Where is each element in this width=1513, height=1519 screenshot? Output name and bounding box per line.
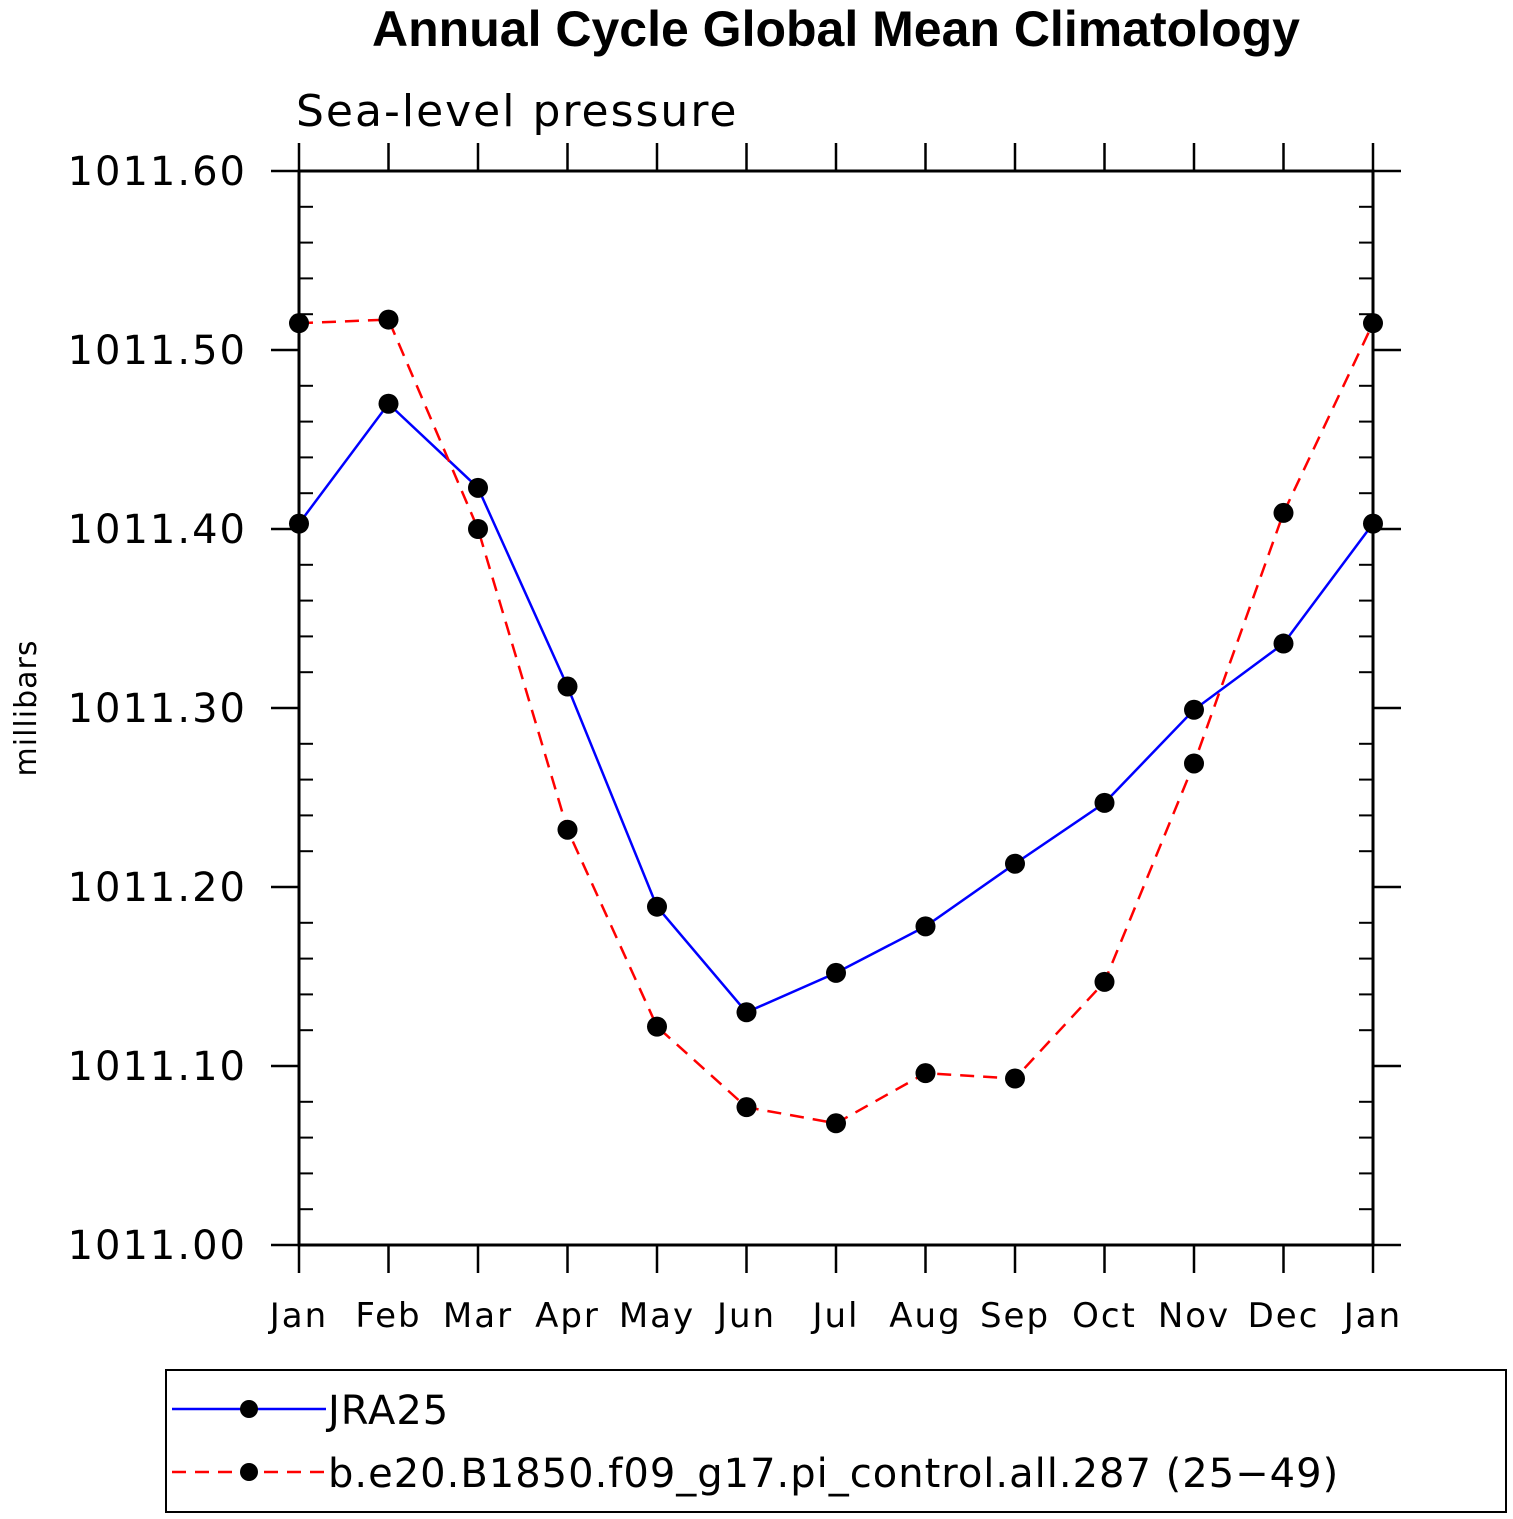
y-tick-label: 1011.40 — [68, 507, 247, 553]
data-point-model — [915, 1063, 936, 1084]
y-tick-label: 1011.30 — [68, 686, 247, 732]
data-point-model — [1005, 1068, 1025, 1089]
data-point-model — [1363, 313, 1383, 334]
y-tick-label: 1011.50 — [68, 328, 247, 374]
data-point-model — [826, 1113, 846, 1134]
x-tick-label: Dec — [1248, 1296, 1320, 1336]
legend-label-jra25: JRA25 — [325, 1388, 449, 1434]
data-point-model — [557, 819, 578, 840]
data-point-model — [1184, 753, 1204, 774]
chart-title: Annual Cycle Global Mean Climatology — [372, 1, 1300, 57]
legend-marker-model — [240, 1463, 258, 1481]
series-line-model — [298, 318, 1375, 1125]
data-point-jra25 — [557, 676, 578, 697]
x-tick-label: Oct — [1072, 1296, 1137, 1336]
data-point-model — [378, 309, 399, 330]
data-point-jra25 — [1094, 792, 1115, 813]
legend-label-model: b.e20.B1850.f09_g17.pi_control.all.287 (… — [328, 1451, 1339, 1497]
x-tick-label: Jun — [715, 1296, 776, 1336]
legend-marker-jra25 — [240, 1400, 258, 1418]
y-tick-label: 1011.20 — [68, 865, 247, 911]
chart-subtitle: Sea-level pressure — [296, 86, 739, 137]
x-tick-label: Jan — [1342, 1296, 1402, 1336]
legend: JRA25 b.e20.B1850.f09_g17.pi_control.all… — [165, 1369, 1507, 1513]
data-point-model — [736, 1097, 757, 1118]
x-tick-label: Nov — [1158, 1296, 1230, 1336]
data-point-jra25 — [826, 962, 846, 983]
y-tick-label: 1011.10 — [68, 1044, 247, 1090]
series-line-jra25 — [297, 401, 1375, 1014]
data-point-jra25 — [1273, 633, 1294, 654]
x-tick-label: May — [619, 1296, 695, 1336]
data-point-jra25 — [1363, 513, 1383, 534]
x-tick-label: Feb — [355, 1296, 421, 1336]
x-tick-label: Jan — [268, 1296, 328, 1336]
y-tick-label: 1011.60 — [68, 149, 247, 195]
axis-ticks — [271, 143, 1401, 1273]
x-tick-label: Sep — [980, 1296, 1050, 1336]
x-tick-label: Mar — [443, 1296, 513, 1336]
data-point-model — [1273, 502, 1294, 523]
x-tick-label: Jul — [810, 1296, 859, 1336]
x-tick-label: Aug — [889, 1296, 961, 1336]
data-point-jra25 — [736, 1002, 757, 1023]
series-layer — [289, 309, 1383, 1134]
legend-box — [165, 1369, 1507, 1513]
data-point-jra25 — [289, 513, 309, 534]
data-point-jra25 — [647, 896, 667, 917]
data-point-jra25 — [1184, 699, 1204, 720]
plot-frame — [297, 169, 1375, 1247]
data-point-jra25 — [915, 916, 936, 937]
x-tick-label: Apr — [535, 1296, 600, 1336]
data-point-jra25 — [1005, 853, 1025, 874]
data-point-model — [468, 519, 488, 539]
y-tick-label: 1011.00 — [68, 1223, 247, 1269]
data-point-model — [289, 313, 309, 334]
data-point-model — [647, 1016, 667, 1037]
data-point-jra25 — [378, 393, 399, 414]
data-point-jra25 — [468, 477, 488, 498]
x-tick-labels: Jan Feb Mar Apr May Jun Jul Aug Sep Oct Nov Dec Jan — [268, 1296, 1402, 1336]
y-tick-labels: 1011.00 1011.10 1011.20 1011.30 1011.40 1011.… — [68, 149, 247, 1269]
data-point-model — [1094, 971, 1115, 992]
y-axis-label: millibars — [9, 640, 44, 777]
